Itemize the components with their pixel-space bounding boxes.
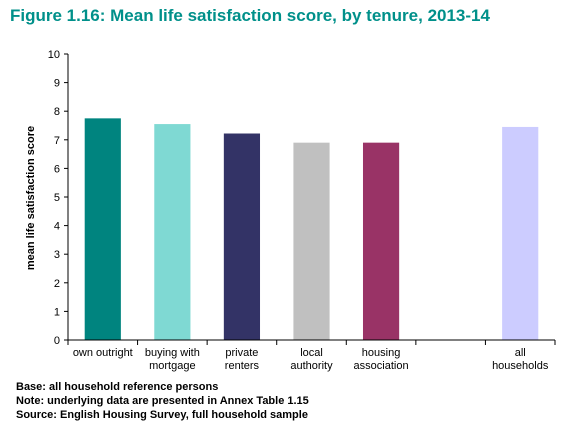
x-tick-label: all: [515, 347, 526, 359]
notes: Base: all household reference persons No…: [16, 380, 309, 422]
y-tick-label: 5: [54, 192, 60, 204]
x-tick-label: private: [225, 347, 258, 359]
x-tick-label: housing: [362, 347, 401, 359]
x-tick-label: local: [300, 347, 323, 359]
source-note: Source: English Housing Survey, full hou…: [16, 409, 308, 421]
y-tick-label: 1: [54, 306, 60, 318]
y-tick-label: 9: [54, 78, 60, 90]
x-tick-label: association: [354, 360, 409, 372]
y-tick-label: 2: [54, 278, 60, 290]
y-tick-label: 8: [54, 106, 60, 118]
y-tick-label: 4: [54, 221, 60, 233]
figure-title: Figure 1.16: Mean life satisfaction scor…: [10, 6, 490, 25]
x-tick-label: authority: [290, 360, 333, 372]
bar: [502, 126, 539, 341]
bars: [84, 118, 539, 341]
x-tick-label: mortgage: [149, 360, 195, 372]
y-tick-label: 10: [48, 49, 60, 61]
x-tick-label: own outright: [73, 347, 133, 359]
y-axis-label: mean life satisfaction score: [25, 126, 37, 270]
bar: [293, 142, 330, 340]
y-axis: 0 1 2 3 4 5 6 7 8 9 10: [48, 49, 69, 347]
bar: [154, 124, 191, 340]
bar: [84, 118, 121, 340]
y-tick-label: 6: [54, 163, 60, 175]
x-tick-label: buying with: [145, 347, 200, 359]
y-tick-label: 7: [54, 135, 60, 147]
bar-chart: 0 1 2 3 4 5 6 7 8 9 10 own outright buying withmort…: [25, 49, 556, 372]
bar: [223, 133, 261, 340]
underlying-data-note: Note: underlying data are presented in A…: [16, 395, 309, 407]
x-tick-label: renters: [225, 360, 260, 372]
bar: [362, 142, 400, 340]
x-tick-label: households: [492, 360, 549, 372]
base-note: Base: all household reference persons: [16, 381, 219, 393]
y-tick-label: 0: [54, 335, 60, 347]
y-tick-label: 3: [54, 249, 60, 261]
